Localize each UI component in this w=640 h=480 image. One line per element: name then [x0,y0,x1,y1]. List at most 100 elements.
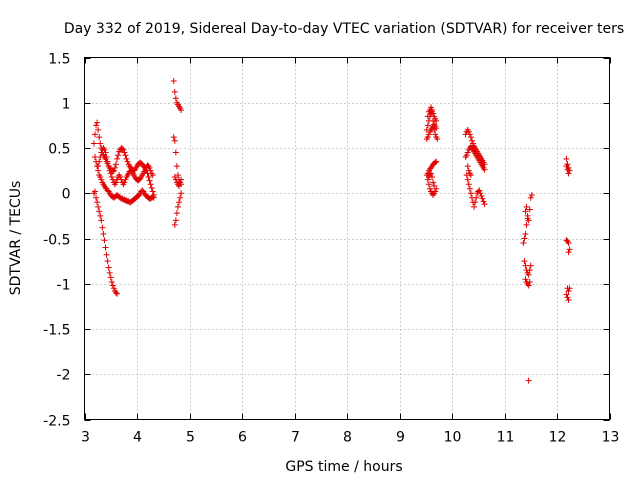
data-point [465,181,472,188]
data-point [95,126,102,133]
data-point [172,217,179,224]
data-point [481,201,488,208]
data-point [114,290,121,297]
data-point [565,297,572,304]
data-point [104,158,111,165]
y-tick-label: 0.5 [48,142,70,158]
data-point [467,172,474,179]
data-point [170,78,177,85]
y-tick-label: -2 [57,368,71,384]
data-point [430,117,437,124]
data-point [90,140,97,147]
data-point [117,173,124,180]
data-point [525,282,532,289]
data-point [98,176,105,183]
data-point [520,240,527,247]
data-point [171,88,178,95]
data-point [522,230,529,237]
data-point [173,163,180,170]
data-point [481,166,488,173]
data-point [433,158,440,165]
data-point [424,122,431,129]
data-point [93,194,100,201]
data-point [107,170,114,177]
data-point [146,164,153,171]
x-tick-label: 5 [186,430,195,446]
data-point [111,164,118,171]
data-point [428,170,434,177]
data-point [95,203,102,210]
data-point [522,262,529,269]
data-point [104,258,111,265]
data-point [102,244,109,251]
data-point [467,134,474,141]
data-point [565,287,572,294]
data-point [170,134,177,141]
data-point [106,269,113,276]
data-point [566,246,573,253]
x-tick-label: 3 [81,430,90,446]
data-point [103,154,110,161]
data-point [121,149,128,156]
data-point [96,158,103,165]
data-point [103,251,110,258]
data-point [526,278,533,285]
x-tick-label: 11 [497,430,515,446]
y-tick-label: 0 [62,187,71,203]
data-point [102,149,109,156]
y-tick-label: -1.5 [43,323,70,339]
data-point [148,184,155,191]
data-point [177,194,184,201]
data-point [149,172,156,179]
data-marks [90,78,573,384]
data-point [178,190,185,197]
data-point [143,167,150,174]
data-point [466,185,473,192]
data-point [525,377,532,384]
data-point [429,106,436,113]
data-point [98,217,105,224]
data-point [478,192,485,199]
x-tick-label: 13 [602,430,620,446]
data-point [467,190,474,197]
chart-title: Day 332 of 2019, Sidereal Day-to-day VTE… [64,21,624,37]
data-point [425,181,432,188]
data-point [108,173,115,180]
data-point [424,134,431,141]
data-point [108,278,115,285]
data-point [565,249,572,256]
data-point [172,149,179,156]
data-point [430,179,437,186]
data-point [97,140,104,147]
data-point [97,173,104,180]
data-point [522,276,529,283]
x-tick-label: 10 [444,430,462,446]
data-point [476,187,483,194]
data-point [564,166,571,173]
data-point [429,173,436,180]
data-point [106,167,113,174]
data-point [174,172,181,179]
data-point [479,195,486,202]
data-point [471,203,478,210]
data-point [94,199,101,206]
data-point [473,194,480,201]
data-point [426,185,433,192]
data-point [563,155,570,162]
data-point [565,240,572,247]
data-point [122,176,129,183]
x-tick-label: 8 [343,430,352,446]
data-point [465,167,472,174]
data-point [523,203,530,210]
data-point [171,173,178,180]
y-tick-label: -0.5 [43,233,70,249]
data-point [431,126,438,133]
data-point [144,170,151,177]
data-point [93,122,100,129]
data-point [149,188,156,195]
data-point [99,224,106,231]
x-tick-label: 7 [291,430,300,446]
data-point [477,190,484,197]
data-point [522,208,529,215]
data-point [434,135,441,142]
